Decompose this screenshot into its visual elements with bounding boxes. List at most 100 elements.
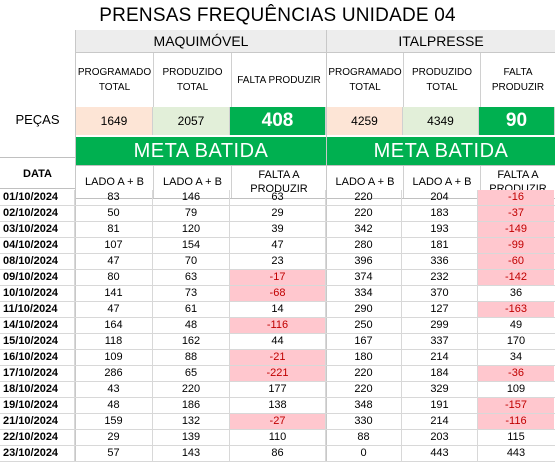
italpresse-lado-ab-cell[interactable]: 330 bbox=[326, 414, 402, 429]
maquimovel-lado-ab-cell[interactable]: 81 bbox=[75, 222, 153, 237]
date-cell[interactable]: 18/10/2024 bbox=[0, 382, 75, 397]
produzido-label[interactable]: PRODUZIDO TOTAL bbox=[404, 53, 481, 107]
date-cell[interactable]: 15/10/2024 bbox=[0, 334, 75, 349]
italpresse-lado-ab-cell[interactable]: 88 bbox=[326, 430, 402, 445]
maquimovel-lado-ab-cell[interactable]: 88 bbox=[153, 350, 230, 365]
italpresse-falta-produzir-cell[interactable]: 170 bbox=[506, 335, 526, 347]
maquimovel-lado-ab-cell[interactable]: 57 bbox=[75, 446, 153, 461]
maquimovel-falta-produzir-cell[interactable]: 138 bbox=[230, 398, 326, 413]
maquimovel-lado-ab-cell[interactable]: 154 bbox=[153, 238, 230, 253]
maquimovel-lado-ab-cell[interactable]: 29 bbox=[75, 430, 153, 445]
italpresse-lado-ab-cell[interactable]: 204 bbox=[402, 190, 478, 205]
falta-label[interactable]: FALTA PRODUZIR bbox=[491, 67, 545, 93]
italpresse-lado-ab-cell[interactable]: 290 bbox=[326, 302, 402, 317]
maquimovel-lado-ab-cell[interactable]: 143 bbox=[153, 446, 230, 461]
date-cell[interactable]: 22/10/2024 bbox=[0, 430, 75, 445]
meta-status-banner[interactable]: META BATIDA bbox=[327, 137, 555, 165]
maquimovel-lado-ab-cell[interactable]: 48 bbox=[153, 318, 230, 333]
maquimovel-falta-produzir-cell[interactable]: 47 bbox=[230, 238, 326, 253]
machine-name[interactable]: ITALPRESSE bbox=[327, 30, 555, 53]
italpresse-lado-ab-cell[interactable]: 0 bbox=[326, 446, 402, 461]
italpresse-lado-ab-cell[interactable]: 167 bbox=[326, 334, 402, 349]
maquimovel-lado-ab-cell[interactable]: 120 bbox=[153, 222, 230, 237]
maquimovel-lado-ab-cell[interactable]: 48 bbox=[75, 398, 153, 413]
italpresse-lado-ab-cell[interactable]: 334 bbox=[326, 286, 402, 301]
maquimovel-falta-produzir-cell[interactable]: 44 bbox=[230, 334, 326, 349]
maquimovel-falta-produzir-cell[interactable]: 110 bbox=[230, 430, 326, 445]
maquimovel-falta-produzir-cell[interactable]: -21 bbox=[230, 350, 326, 365]
falta-produzir-header[interactable]: FALTA A PRODUZIR bbox=[250, 169, 308, 195]
lado-ab-header[interactable]: LADO A + B bbox=[404, 166, 481, 198]
italpresse-lado-ab-cell[interactable]: 396 bbox=[326, 254, 402, 269]
maquimovel-falta-produzir-cell[interactable]: -27 bbox=[230, 414, 326, 429]
produzido-total[interactable]: 2057 bbox=[153, 107, 230, 135]
falta-label[interactable]: FALTA PRODUZIR bbox=[237, 74, 321, 86]
italpresse-falta-produzir-cell[interactable]: -163 bbox=[478, 302, 554, 317]
italpresse-falta-produzir-cell[interactable]: 115 bbox=[507, 431, 525, 443]
maquimovel-lado-ab-cell[interactable]: 47 bbox=[75, 254, 153, 269]
maquimovel-lado-ab-cell[interactable]: 164 bbox=[75, 318, 153, 333]
italpresse-falta-produzir-cell[interactable]: 443 bbox=[506, 447, 526, 459]
italpresse-lado-ab-cell[interactable]: 370 bbox=[402, 286, 478, 301]
programado-total[interactable]: 1649 bbox=[76, 107, 153, 135]
italpresse-falta-produzir-cell[interactable]: -142 bbox=[478, 270, 554, 285]
programado-total[interactable]: 4259 bbox=[327, 107, 403, 135]
programado-label[interactable]: PROGRAMADO TOTAL bbox=[327, 53, 404, 107]
falta-produzir-total[interactable]: 408 bbox=[230, 107, 326, 135]
italpresse-lado-ab-cell[interactable]: 191 bbox=[402, 398, 478, 413]
italpresse-lado-ab-cell[interactable]: 127 bbox=[402, 302, 478, 317]
italpresse-lado-ab-cell[interactable]: 220 bbox=[326, 382, 402, 397]
date-cell[interactable]: 21/10/2024 bbox=[0, 414, 75, 429]
maquimovel-lado-ab-cell[interactable]: 47 bbox=[75, 302, 153, 317]
maquimovel-lado-ab-cell[interactable]: 83 bbox=[75, 190, 153, 205]
maquimovel-lado-ab-cell[interactable]: 70 bbox=[153, 254, 230, 269]
lado-ab-header[interactable]: LADO A + B bbox=[154, 166, 232, 198]
date-cell[interactable]: 09/10/2024 bbox=[0, 270, 75, 285]
italpresse-lado-ab-cell[interactable]: 184 bbox=[402, 366, 478, 381]
date-cell[interactable]: 19/10/2024 bbox=[0, 398, 75, 413]
maquimovel-lado-ab-cell[interactable]: 61 bbox=[153, 302, 230, 317]
italpresse-lado-ab-cell[interactable]: 180 bbox=[326, 350, 402, 365]
date-cell[interactable]: 10/10/2024 bbox=[0, 286, 75, 301]
italpresse-lado-ab-cell[interactable]: 329 bbox=[402, 382, 478, 397]
maquimovel-lado-ab-cell[interactable]: 141 bbox=[75, 286, 153, 301]
maquimovel-falta-produzir-cell[interactable]: 14 bbox=[230, 302, 326, 317]
italpresse-lado-ab-cell[interactable]: 337 bbox=[402, 334, 478, 349]
maquimovel-lado-ab-cell[interactable]: 159 bbox=[75, 414, 153, 429]
date-column-header[interactable]: DATA bbox=[0, 157, 75, 189]
italpresse-falta-produzir-cell[interactable]: 109 bbox=[506, 383, 526, 395]
italpresse-falta-produzir-cell[interactable]: -60 bbox=[478, 254, 554, 269]
maquimovel-falta-produzir-cell[interactable]: -221 bbox=[230, 366, 326, 381]
maquimovel-lado-ab-cell[interactable]: 132 bbox=[153, 414, 230, 429]
produzido-label[interactable]: PRODUZIDO TOTAL bbox=[154, 53, 232, 107]
maquimovel-falta-produzir-cell[interactable]: -17 bbox=[230, 270, 326, 285]
italpresse-falta-produzir-cell[interactable]: 36 bbox=[509, 287, 523, 299]
italpresse-lado-ab-cell[interactable]: 214 bbox=[402, 350, 478, 365]
italpresse-lado-ab-cell[interactable]: 348 bbox=[326, 398, 402, 413]
italpresse-falta-produzir-cell[interactable]: 49 bbox=[509, 319, 523, 331]
maquimovel-lado-ab-cell[interactable]: 186 bbox=[153, 398, 230, 413]
maquimovel-falta-produzir-cell[interactable]: 63 bbox=[230, 190, 326, 205]
italpresse-lado-ab-cell[interactable]: 220 bbox=[326, 206, 402, 221]
maquimovel-lado-ab-cell[interactable]: 139 bbox=[153, 430, 230, 445]
lado-ab-header[interactable]: LADO A + B bbox=[327, 166, 404, 198]
italpresse-falta-produzir-cell[interactable]: -36 bbox=[478, 366, 554, 381]
programado-label[interactable]: PROGRAMADO TOTAL bbox=[76, 53, 154, 107]
italpresse-falta-produzir-cell[interactable]: -37 bbox=[478, 206, 554, 221]
maquimovel-lado-ab-cell[interactable]: 107 bbox=[75, 238, 153, 253]
maquimovel-lado-ab-cell[interactable]: 109 bbox=[75, 350, 153, 365]
maquimovel-lado-ab-cell[interactable]: 220 bbox=[153, 382, 230, 397]
italpresse-falta-produzir-cell[interactable]: -16 bbox=[478, 190, 554, 205]
maquimovel-falta-produzir-cell[interactable]: 177 bbox=[230, 382, 326, 397]
maquimovel-falta-produzir-cell[interactable]: -68 bbox=[230, 286, 326, 301]
meta-status-banner[interactable]: META BATIDA bbox=[76, 137, 326, 165]
maquimovel-falta-produzir-cell[interactable]: 23 bbox=[230, 254, 326, 269]
date-cell[interactable]: 08/10/2024 bbox=[0, 254, 75, 269]
machine-name[interactable]: MAQUIMÓVEL bbox=[76, 30, 326, 53]
italpresse-lado-ab-cell[interactable]: 181 bbox=[402, 238, 478, 253]
maquimovel-lado-ab-cell[interactable]: 146 bbox=[153, 190, 230, 205]
maquimovel-lado-ab-cell[interactable]: 43 bbox=[75, 382, 153, 397]
maquimovel-falta-produzir-cell[interactable]: 39 bbox=[230, 222, 326, 237]
date-cell[interactable]: 11/10/2024 bbox=[0, 302, 75, 317]
italpresse-falta-produzir-cell[interactable]: 34 bbox=[509, 351, 523, 363]
